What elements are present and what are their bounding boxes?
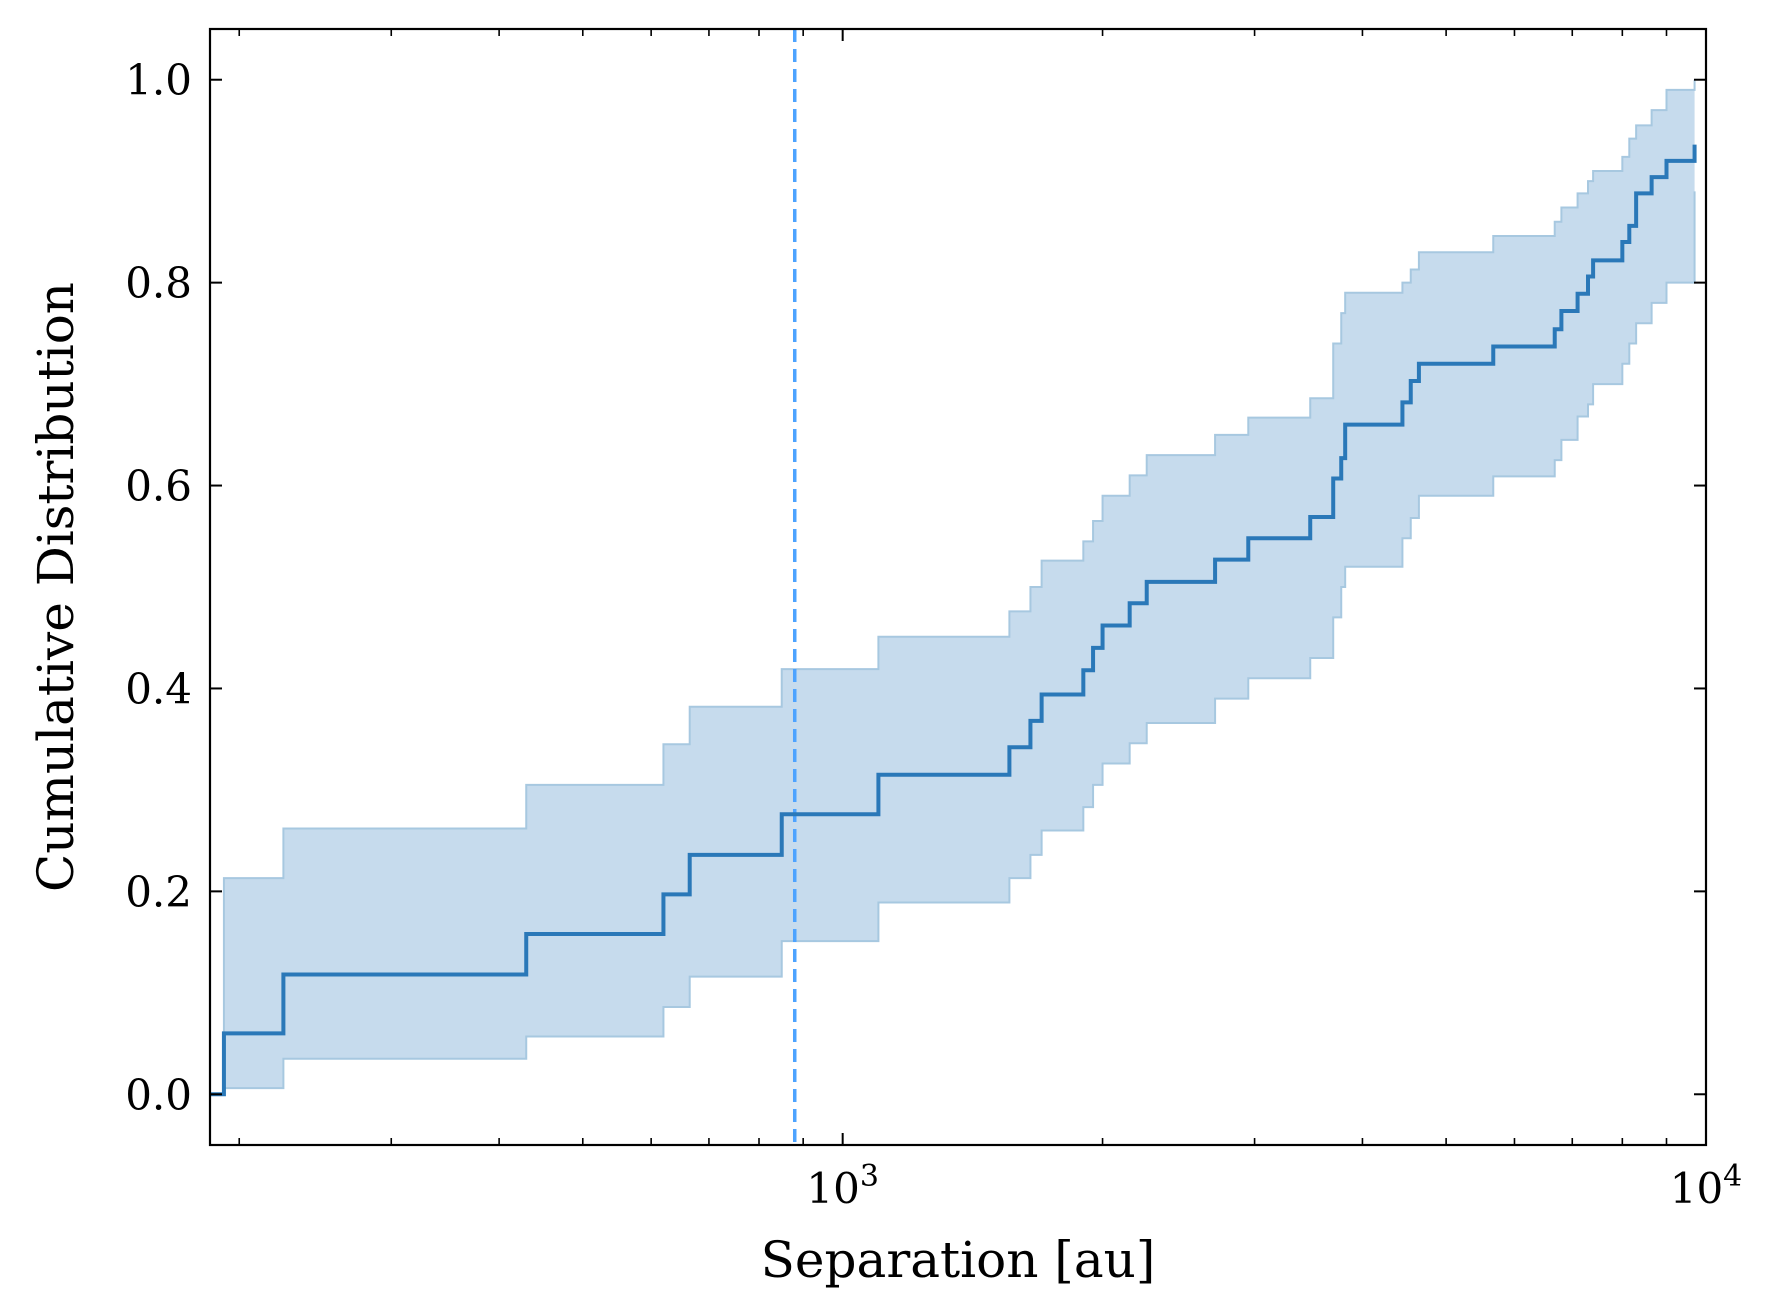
y-tick-label: 0.8 [125,259,192,308]
y-tick-label: 0.2 [125,867,192,916]
x-tick-label: 103 [806,1159,879,1213]
band-lower-edge [210,191,1696,1096]
x-tick-label: 104 [1670,1159,1743,1213]
series-layer [210,144,1697,1097]
x-tick-exponent: 4 [1723,1159,1742,1194]
confidence-band [210,79,1695,1095]
confidence-band-layer [210,79,1696,1096]
y-tick-label: 0.4 [125,664,192,713]
band-upper-edge [210,79,1696,1096]
y-tick-label: 0.0 [125,1070,192,1119]
plot-frame [208,27,1708,1147]
series-step-line [210,144,1697,1097]
y-tick-label: 1.0 [125,56,192,105]
tick-label-layer: 0.0 0.2 0.4 0.6 0.8 1.0 103 104 [125,56,1742,1213]
y-axis-label: Cumulative Distribution [27,282,85,892]
tick-layer [210,29,1707,1145]
x-tick-exponent: 3 [860,1159,879,1194]
x-axis-label: Separation [au] [761,1231,1156,1289]
y-tick-label: 0.6 [125,462,192,511]
